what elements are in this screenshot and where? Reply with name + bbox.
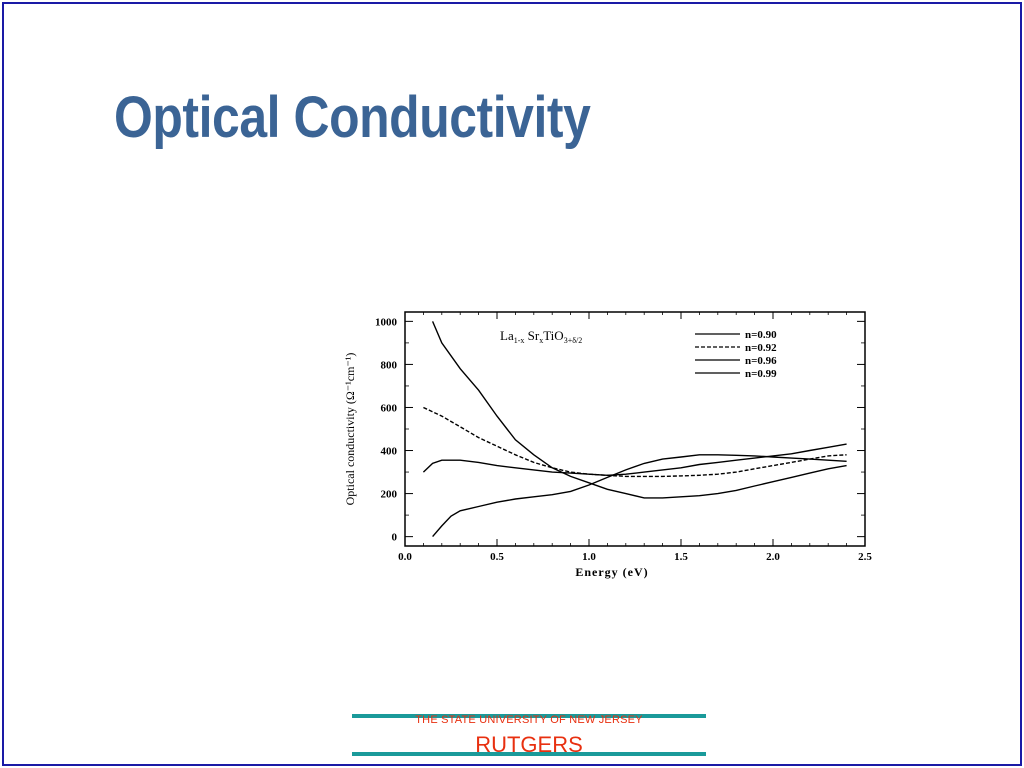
chart-title-subscript: 3+δ/2 (564, 336, 583, 345)
chart-title-part: Sr (524, 328, 539, 343)
legend-label: n=0.90 (745, 329, 777, 341)
x-tick-label: 1.5 (674, 551, 688, 563)
series-line-1 (423, 406, 847, 478)
series-line-0 (431, 321, 847, 499)
plot-frame (404, 311, 866, 547)
y-tick-label: 1000 (375, 316, 398, 328)
chart-title-part: TiO (543, 328, 563, 343)
footer-institution-line: THE STATE UNIVERSITY OF NEW JERSEY (415, 714, 643, 726)
y-axis-label: Optical conductivity (Ω⁻¹cm⁻¹) (343, 353, 357, 506)
chart-title-subscript: x (539, 336, 543, 345)
footer-top-rule (352, 714, 706, 718)
x-tick-label: 1.0 (582, 551, 596, 563)
y-tick-label: 800 (381, 359, 398, 371)
x-axis-label: Energy (eV) (575, 565, 648, 579)
chart: 0.0 0.5 1.0 1.5 2.0 2.5 0 200 400 600 800 1000 Energ… (330, 300, 880, 590)
chart-title: La1-x SrxTiO3+δ/2 (500, 328, 582, 345)
legend-label: n=0.96 (745, 355, 777, 367)
chart-title-part: La (500, 328, 514, 343)
chart-svg: 0.0 0.5 1.0 1.5 2.0 2.5 0 200 400 600 800 1000 Energ… (343, 311, 872, 579)
legend-label: n=0.99 (745, 368, 777, 380)
chart-title-subscript: 1-x (514, 336, 525, 345)
x-tick-label: 0.0 (398, 551, 412, 563)
legend-label: n=0.92 (745, 342, 777, 354)
x-tick-label: 0.5 (490, 551, 504, 563)
y-tick-label: 400 (381, 446, 398, 458)
series-line-2 (422, 443, 847, 477)
x-tick-label: 2.0 (766, 551, 780, 563)
y-tick-label: 0 (392, 532, 398, 544)
series-line-3 (432, 454, 847, 538)
x-tick-label: 2.5 (858, 551, 872, 563)
footer-bottom-rule (352, 752, 706, 756)
slide-title: Optical Conductivity (114, 85, 591, 150)
y-tick-label: 600 (381, 402, 398, 414)
y-tick-label: 200 (381, 489, 398, 501)
